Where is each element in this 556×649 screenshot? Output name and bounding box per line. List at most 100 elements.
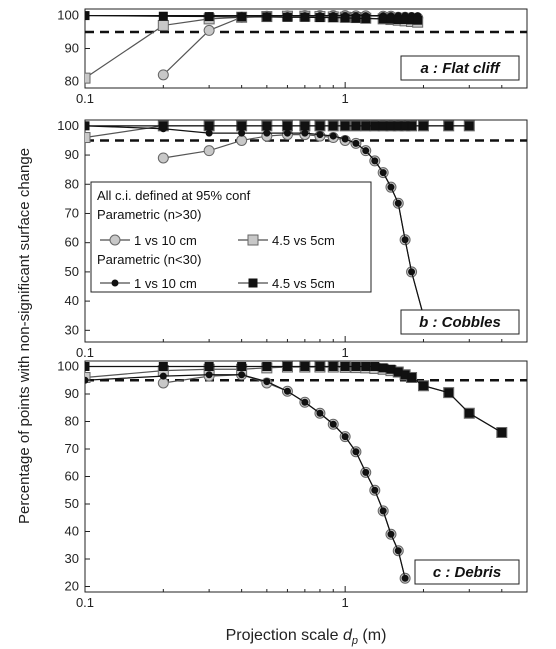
x-tick-label: 0.1 <box>76 595 94 610</box>
y-tick-label: 40 <box>65 293 79 308</box>
data-point-square <box>340 121 350 131</box>
data-point-square <box>351 121 361 131</box>
data-point-circle <box>394 199 402 207</box>
data-point-square <box>370 362 380 371</box>
data-point-circle <box>205 129 213 137</box>
data-point-square <box>407 121 417 131</box>
data-point-square <box>204 121 214 131</box>
data-point-circle <box>379 169 387 177</box>
data-point-circle <box>301 398 309 406</box>
panel-tag-box <box>400 55 520 81</box>
data-point-circle <box>316 131 324 139</box>
legend-entry-filled-circle: 1 vs 10 cm <box>134 276 197 291</box>
y-tick-label: 100 <box>57 118 79 133</box>
y-tick-label: 50 <box>65 264 79 279</box>
panel-tag-box <box>400 309 520 335</box>
data-point-square <box>361 362 371 371</box>
data-point-square <box>282 362 292 371</box>
data-point-circle <box>352 139 360 147</box>
data-point-circle <box>362 147 370 155</box>
data-point-circle <box>329 132 337 140</box>
data-point-circle <box>157 69 169 81</box>
data-point-square <box>361 121 371 131</box>
legend-marker-filled-square <box>248 278 258 288</box>
data-point-square <box>328 362 338 371</box>
data-point-circle <box>205 371 213 379</box>
data-point-square <box>158 11 168 21</box>
panel-tag: c : Debris <box>433 564 501 581</box>
panel-tag: a : Flat cliff <box>421 60 502 77</box>
data-point-square <box>315 121 325 131</box>
data-point-square <box>361 14 371 24</box>
data-point-square <box>351 362 361 371</box>
data-point-square <box>237 362 247 371</box>
data-point-square <box>315 13 325 23</box>
data-point-square <box>464 408 474 418</box>
y-tick-label: 60 <box>65 469 79 484</box>
data-point-circle <box>387 530 395 538</box>
x-tick-label: 0.1 <box>76 91 94 106</box>
data-point-square <box>328 13 338 23</box>
data-point-circle <box>203 145 215 157</box>
data-point-circle <box>283 129 291 137</box>
legend-group2-label: Parametric (n<30) <box>97 252 201 267</box>
x-axis-label: Projection scale dp (m) <box>226 627 387 647</box>
data-point-square <box>85 11 90 21</box>
data-point-circle <box>203 24 215 36</box>
data-point-circle <box>408 268 416 276</box>
y-tick-label: 70 <box>65 441 79 456</box>
data-point-square <box>418 381 428 391</box>
series-group <box>85 120 475 322</box>
legend-marker-open-square <box>247 234 259 246</box>
data-point-circle <box>263 378 271 386</box>
y-tick-label: 20 <box>65 579 79 594</box>
x-tick-label: 1 <box>342 91 349 106</box>
y-tick-label: 80 <box>65 73 79 88</box>
data-point-circle <box>379 507 387 515</box>
x-axis-label-d: d <box>343 627 353 644</box>
y-tick-label: 50 <box>65 496 79 511</box>
data-point-circle <box>159 372 167 380</box>
x-axis-label-main: Projection scale <box>226 627 343 644</box>
data-point-circle <box>238 371 246 379</box>
data-point-square <box>85 362 90 371</box>
data-point-square <box>340 13 350 23</box>
series-line <box>85 365 503 434</box>
data-point-square <box>282 121 292 131</box>
data-point-square <box>158 362 168 371</box>
panel-frame-2 <box>84 360 528 593</box>
y-axis-label: Percentage of points with non-significan… <box>16 148 33 524</box>
data-point-square <box>237 121 247 131</box>
data-point-circle <box>401 236 409 244</box>
legend-entry-filled-square: 4.5 vs 5cm <box>272 276 335 291</box>
data-point-circle <box>371 486 379 494</box>
chart-panels: 0.1 1 80 90 100 a : Flat cliff 0.1 1 30 40 50 60 70 8… <box>57 8 528 610</box>
data-point-circle <box>394 547 402 555</box>
data-point-circle <box>371 157 379 165</box>
data-point-square <box>378 121 388 131</box>
data-point-circle <box>387 183 395 191</box>
legend-entry-open-square: 4.5 vs 5cm <box>272 233 335 248</box>
data-point-square <box>300 362 310 371</box>
data-point-circle <box>316 409 324 417</box>
data-point-circle <box>341 135 349 143</box>
data-point-square <box>85 132 91 144</box>
panel-2: 0.1 1 20 30 40 50 60 70 80 90 100 c : Debris <box>57 359 528 610</box>
data-point-square <box>370 121 380 131</box>
data-point-square <box>407 373 417 382</box>
series-group <box>85 361 508 584</box>
y-tick-label: 30 <box>65 551 79 566</box>
legend: All c.i. defined at 95% conf Parametric … <box>90 181 372 293</box>
legend-group1-label: Parametric (n>30) <box>97 207 201 222</box>
data-point-square <box>444 388 454 398</box>
data-point-square <box>464 121 474 131</box>
data-point-square <box>237 12 247 22</box>
data-point-square <box>262 12 272 22</box>
y-tick-label: 60 <box>65 235 79 250</box>
data-point-square <box>300 12 310 22</box>
y-tick-label: 90 <box>65 386 79 401</box>
legend-marker-filled-circle <box>111 279 119 287</box>
legend-entry-open-circle: 1 vs 10 cm <box>134 233 197 248</box>
y-tick-label: 40 <box>65 524 79 539</box>
data-point-square <box>328 121 338 131</box>
